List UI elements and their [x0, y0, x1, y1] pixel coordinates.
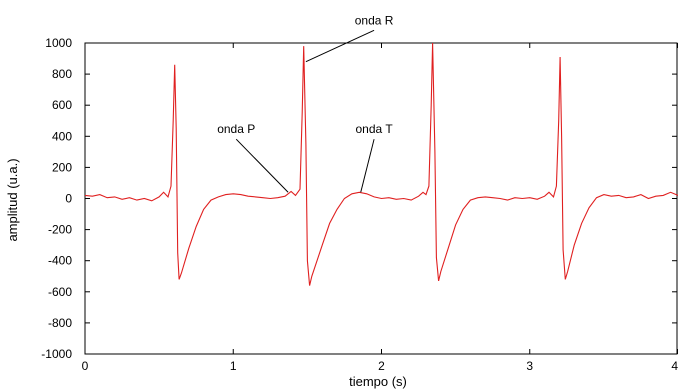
annotation-label: onda T: [356, 122, 394, 136]
y-tick-label: 400: [52, 129, 72, 143]
y-tick-label: 800: [52, 67, 72, 81]
x-axis-label: tiempo (s): [349, 374, 407, 389]
y-tick-label: 0: [65, 192, 72, 206]
y-axis-label: amplitud (u.a.): [5, 158, 20, 241]
tick-labels: -1000 -800 -600 -400 -200 0 200 400 600 800 1000 0 1…: [41, 36, 678, 373]
x-tick-label: 1: [230, 359, 237, 373]
y-tick-label: -1000: [41, 347, 72, 361]
annotations: onda R onda P onda T: [217, 13, 394, 193]
annotation-leader: [305, 29, 375, 63]
annotation-leader: [235, 138, 289, 193]
y-tick-label: -600: [48, 285, 72, 299]
x-tick-label: 0: [82, 359, 89, 373]
y-tick-label: 200: [52, 160, 72, 174]
ecg-series-line: [84, 42, 678, 286]
y-tick-label: -800: [48, 316, 72, 330]
annotation-label: onda P: [217, 122, 255, 136]
x-tick-label: 4: [671, 359, 678, 373]
x-tick-label: 2: [378, 359, 385, 373]
tick-marks: [84, 42, 678, 355]
y-tick-label: 1000: [45, 36, 72, 50]
annotation-leader: [360, 139, 375, 193]
y-tick-label: -400: [48, 254, 72, 268]
y-tick-label: 600: [52, 98, 72, 112]
y-tick-label: -200: [48, 223, 72, 237]
x-tick-label: 3: [526, 359, 533, 373]
annotation-label: onda R: [355, 13, 394, 27]
